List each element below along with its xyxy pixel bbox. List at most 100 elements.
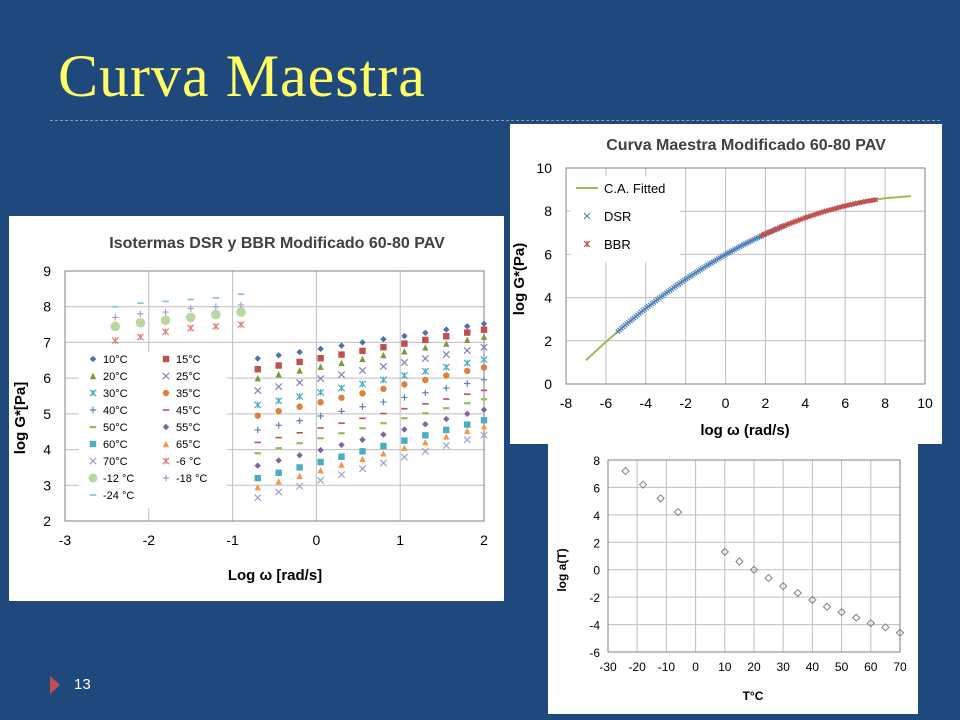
x-tick-label: 4 (801, 395, 809, 411)
isotherms-chart-panel: Isotermas DSR y BBR Modificado 60-80 PAV… (9, 216, 504, 601)
slide-title: Curva Maestra (58, 43, 426, 109)
data-point (110, 321, 121, 332)
data-point (338, 408, 345, 415)
data-point (443, 433, 450, 440)
data-point (275, 447, 282, 450)
x-tick-label: -2 (679, 395, 692, 411)
y-tick-label: 2 (593, 536, 600, 550)
legend-label: 35°C (176, 388, 201, 400)
legend-label: 25°C (176, 371, 201, 383)
data-point (317, 412, 324, 420)
y-tick-label: 0 (593, 564, 600, 578)
data-point (212, 322, 220, 330)
chart-title: Curva Maestra Modificado 60-80 PAV (606, 137, 886, 154)
data-point (480, 326, 488, 333)
legend-label: BBR (604, 237, 631, 252)
plot-area-border (565, 167, 926, 385)
y-tick-label: 6 (43, 370, 51, 386)
data-point (254, 401, 262, 409)
y-tick-label: 8 (544, 203, 552, 219)
data-point (275, 422, 282, 429)
legend-marker (89, 440, 97, 448)
x-tick-label: -2 (143, 532, 156, 548)
legend-marker (89, 406, 97, 414)
y-tick-label: 8 (593, 454, 600, 468)
data-point (380, 442, 387, 450)
data-point (421, 354, 429, 363)
data-point (317, 363, 324, 370)
legend-marker (89, 372, 97, 380)
x-tick-label: 20 (747, 660, 761, 674)
data-point (464, 329, 471, 336)
data-point (793, 588, 803, 598)
x-tick-label: 10 (718, 660, 732, 674)
plot-area-border (607, 459, 901, 653)
data-point (338, 461, 345, 468)
data-point (401, 444, 408, 451)
y-tick-label: -4 (589, 619, 600, 633)
data-point (443, 415, 450, 423)
data-point (135, 317, 146, 328)
legend-label: 30°C (103, 388, 128, 400)
x-tick-label: 50 (835, 660, 849, 674)
legend-marker (162, 423, 170, 431)
x-tick-label: 40 (806, 660, 820, 674)
data-point (187, 324, 195, 332)
data-point (317, 466, 324, 474)
data-point (296, 464, 303, 471)
data-point (480, 406, 488, 413)
data-point (421, 447, 429, 455)
legend-marker (162, 372, 170, 380)
data-point (275, 457, 282, 464)
data-point (463, 359, 471, 367)
isotherms-chart: Isotermas DSR y BBR Modificado 60-80 PAV… (12, 235, 488, 584)
legend-label: 40°C (103, 405, 128, 417)
y-tick-label: 7 (43, 334, 51, 350)
data-point (379, 459, 388, 467)
data-point (380, 450, 387, 457)
data-point (111, 337, 119, 345)
data-point (359, 355, 366, 363)
data-point (254, 412, 261, 419)
data-point (275, 383, 283, 391)
data-point (296, 442, 303, 445)
legend-marker (583, 240, 591, 248)
master-curve-chart-panel: Curva Maestra Modificado 60-80 PAV -8 -6 -… (510, 124, 942, 444)
data-point (422, 389, 429, 396)
data-point (317, 446, 324, 454)
data-point (464, 367, 471, 375)
legend-marker (583, 212, 591, 220)
data-point (358, 380, 367, 388)
data-point (316, 374, 325, 383)
x-axis-label: Log ω [rad/s] (228, 567, 322, 584)
data-point (463, 346, 471, 355)
data-point (464, 402, 471, 405)
data-point (254, 374, 261, 382)
data-point (236, 307, 246, 317)
data-point (254, 355, 261, 362)
data-point (422, 432, 429, 439)
y-tick-label: 6 (593, 481, 600, 495)
data-point (778, 581, 788, 591)
data-point (112, 314, 119, 321)
data-point (337, 470, 346, 479)
data-point (480, 423, 488, 430)
data-point (443, 384, 450, 392)
data-point (358, 465, 367, 473)
data-point (422, 438, 429, 446)
data-point (480, 431, 488, 439)
y-axis-label: log a(T) (555, 548, 569, 591)
data-point (211, 309, 221, 320)
data-point (480, 333, 488, 340)
data-point (187, 305, 194, 312)
data-point (443, 326, 450, 333)
y-tick-label: 2 (544, 333, 552, 349)
data-point (254, 387, 262, 395)
data-point (443, 407, 450, 410)
data-point (673, 507, 683, 517)
data-point (296, 358, 303, 366)
data-point (296, 348, 303, 356)
x-tick-label: 6 (841, 395, 849, 411)
data-point (316, 388, 325, 396)
data-point (275, 407, 282, 415)
